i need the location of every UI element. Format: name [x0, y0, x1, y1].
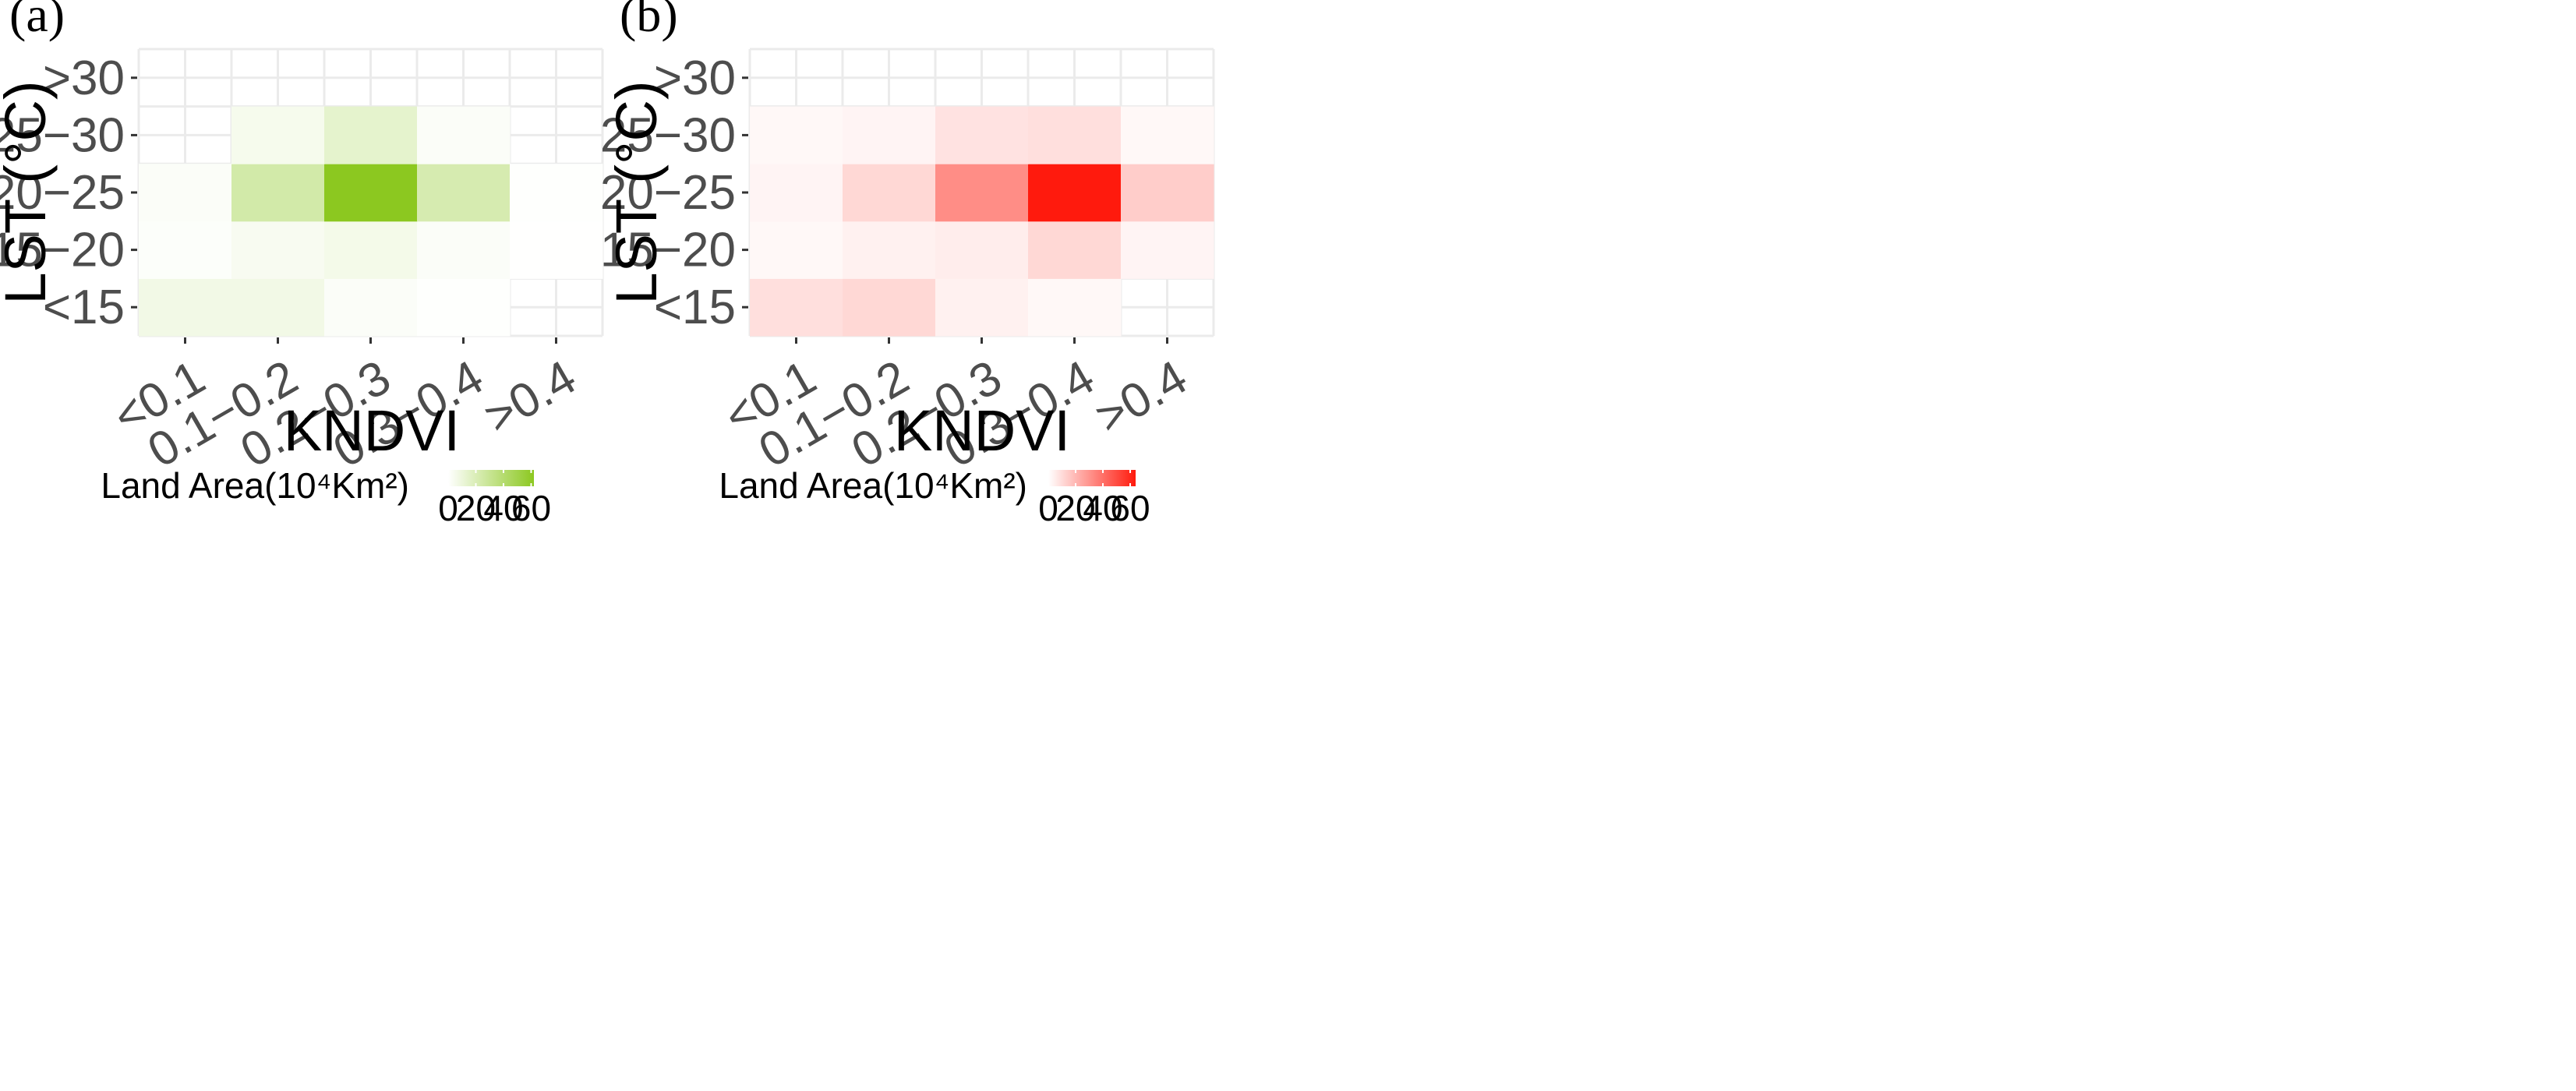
heat-tile: [1028, 221, 1122, 279]
panel-b: <1515−2020−2525−30>30<0.10.1−0.20.2−0.30…: [600, 0, 1215, 528]
legend-title: Land Area(10⁴Km²): [719, 465, 1027, 506]
heat-tile: [510, 164, 603, 222]
heat-tile: [324, 164, 418, 222]
heat-tile: [417, 221, 511, 279]
heat-tile: [1121, 221, 1214, 279]
legend-title: Land Area(10⁴Km²): [101, 465, 409, 506]
legend-tick-label: 40: [1083, 488, 1122, 528]
heat-tile: [324, 106, 418, 164]
legend-colorbar: [448, 470, 534, 486]
heat-tile: [231, 106, 325, 164]
y-tick-label: 20−25: [600, 166, 736, 220]
heat-tile: [324, 221, 418, 279]
panel-label: (b): [620, 0, 678, 42]
panel-a: <1515−2020−2525−30>30<0.10.1−0.20.2−0.30…: [0, 0, 604, 528]
heat-tile: [750, 164, 843, 222]
heat-tile: [843, 106, 936, 164]
heat-tile: [750, 278, 843, 337]
heat-tile: [1121, 106, 1214, 164]
y-tick-label: >30: [43, 51, 125, 105]
heat-tile: [139, 278, 232, 337]
heat-tile: [231, 164, 325, 222]
heat-tile: [750, 221, 843, 279]
x-tick-label: >0.4: [1087, 350, 1196, 444]
x-axis-title: KNDVI: [284, 398, 460, 463]
heat-tile: [935, 106, 1029, 164]
legend-tick-label: 20: [1055, 488, 1095, 528]
heat-tile: [1028, 278, 1122, 337]
heat-tile: [1028, 164, 1122, 222]
heat-tile: [417, 278, 511, 337]
legend-tick-label: 60: [511, 488, 551, 528]
heat-tile: [843, 164, 936, 222]
heat-tile: [1121, 164, 1214, 222]
heat-tile: [843, 278, 936, 337]
heat-tile: [935, 221, 1029, 279]
y-tick-label: 25−30: [600, 108, 736, 162]
legend-tick-label: 60: [1110, 488, 1150, 528]
x-axis-title: KNDVI: [894, 398, 1070, 463]
heat-tile: [935, 278, 1029, 337]
heat-tile: [843, 221, 936, 279]
heat-tile: [231, 221, 325, 279]
y-tick-label: >30: [654, 51, 736, 105]
y-tick-label: <15: [43, 281, 125, 334]
heat-tile: [139, 164, 232, 222]
legend-tick-label: 0: [438, 488, 458, 528]
heat-tile: [231, 278, 325, 337]
y-tick-label: 20−25: [0, 166, 125, 220]
heat-tile: [1028, 106, 1122, 164]
legend-tick-label: 20: [456, 488, 496, 528]
legend-tick-label: 40: [483, 488, 523, 528]
heat-tile: [324, 278, 418, 337]
y-tick-label: 15−20: [600, 224, 736, 277]
heat-tile: [417, 106, 511, 164]
panel-label: (a): [9, 0, 65, 42]
heat-tile: [510, 221, 603, 279]
heat-tile: [417, 164, 511, 222]
legend-colorbar: [1048, 470, 1136, 486]
legend-tick-label: 0: [1038, 488, 1058, 528]
y-tick-label: 15−20: [0, 224, 125, 277]
y-axis-title: LST (°C): [604, 80, 669, 304]
heat-tile: [935, 164, 1029, 222]
heat-tile: [750, 106, 843, 164]
heat-tile: [139, 221, 232, 279]
y-tick-label: <15: [654, 281, 736, 334]
y-axis-title: LST (°C): [0, 80, 58, 304]
y-tick-label: 25−30: [0, 108, 125, 162]
x-tick-label: >0.4: [475, 350, 585, 444]
